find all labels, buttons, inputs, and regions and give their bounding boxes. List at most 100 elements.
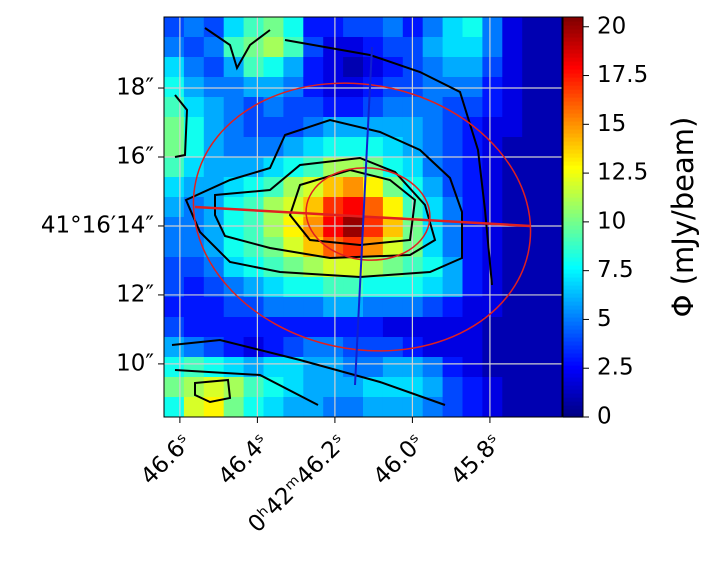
cell	[303, 137, 324, 158]
colorbar-step	[563, 341, 583, 346]
cell	[382, 157, 404, 178]
contour	[284, 39, 493, 286]
cell	[542, 197, 563, 218]
colorbar-step	[563, 329, 583, 334]
cell	[343, 257, 364, 278]
cell	[243, 117, 264, 138]
colorbar-step	[563, 237, 583, 242]
cell	[482, 357, 503, 378]
cell	[542, 137, 563, 158]
cell	[422, 217, 444, 238]
cell	[363, 277, 384, 298]
cell	[164, 237, 185, 258]
y-tick-label: 41°16′14″	[41, 212, 155, 238]
colorbar-tick-label: 0	[597, 404, 612, 430]
cell	[382, 17, 404, 38]
colorbar-step	[563, 81, 583, 86]
cell	[382, 117, 404, 138]
cell	[502, 257, 523, 278]
cell	[442, 337, 463, 358]
cell	[482, 17, 503, 38]
cell	[482, 377, 503, 398]
cell	[462, 377, 483, 398]
cell	[183, 77, 205, 98]
cell	[183, 237, 205, 258]
cell	[183, 297, 205, 318]
colorbar-step	[563, 193, 583, 198]
cell	[164, 337, 185, 358]
cell	[203, 137, 225, 158]
cell	[442, 57, 463, 78]
cell	[502, 117, 523, 138]
cell	[462, 17, 483, 38]
contour	[174, 369, 319, 406]
colorbar-step	[563, 353, 583, 358]
cell	[502, 17, 523, 38]
cell	[542, 117, 563, 138]
cell	[522, 397, 543, 418]
contour	[194, 378, 232, 404]
cell	[164, 257, 185, 278]
contour	[174, 94, 189, 158]
cell	[422, 357, 444, 378]
colorbar-step	[563, 145, 583, 150]
cell	[343, 97, 364, 118]
cell	[462, 197, 483, 218]
cell	[502, 237, 523, 258]
colorbar-step	[563, 349, 583, 354]
cell	[422, 97, 444, 118]
cell	[343, 397, 364, 418]
cell	[164, 197, 185, 218]
cell	[243, 77, 264, 98]
cell	[422, 57, 444, 78]
cell	[522, 77, 543, 98]
cell	[263, 377, 284, 398]
colorbar-step	[563, 253, 583, 258]
colorbar-step	[563, 229, 583, 234]
cell	[462, 137, 483, 158]
cell	[522, 137, 543, 158]
cell	[243, 37, 264, 58]
cell	[303, 157, 324, 178]
cell	[223, 217, 245, 238]
cell	[283, 77, 304, 98]
cell	[422, 297, 444, 318]
cell	[542, 237, 563, 258]
cell	[203, 37, 225, 58]
cell	[223, 97, 245, 118]
colorbar-step	[563, 117, 583, 122]
cell	[442, 97, 463, 118]
cell	[363, 237, 384, 258]
cell	[482, 137, 503, 158]
cell	[164, 97, 185, 118]
cell	[303, 217, 324, 238]
cell	[343, 137, 364, 158]
cell	[183, 117, 205, 138]
cell	[283, 157, 304, 178]
cell	[303, 297, 324, 318]
colorbar-step	[563, 77, 583, 82]
cell	[482, 97, 503, 118]
cell	[482, 337, 503, 358]
colorbar-tick-label: 2.5	[597, 355, 634, 381]
colorbar-step	[563, 189, 583, 194]
cell	[522, 257, 543, 278]
cell	[323, 357, 344, 378]
colorbar-step	[563, 57, 583, 62]
cell	[323, 277, 344, 298]
cell	[223, 17, 245, 38]
cell	[363, 257, 384, 278]
cell	[263, 77, 284, 98]
cell	[442, 17, 463, 38]
cell	[243, 157, 264, 178]
cell	[263, 157, 284, 178]
cell	[542, 277, 563, 298]
cell	[263, 317, 284, 338]
cell	[223, 337, 245, 358]
cell	[164, 317, 185, 338]
cell	[542, 17, 563, 38]
colorbar-step	[563, 217, 583, 222]
y-tick-label: 18″	[116, 75, 154, 101]
cell	[462, 297, 483, 318]
